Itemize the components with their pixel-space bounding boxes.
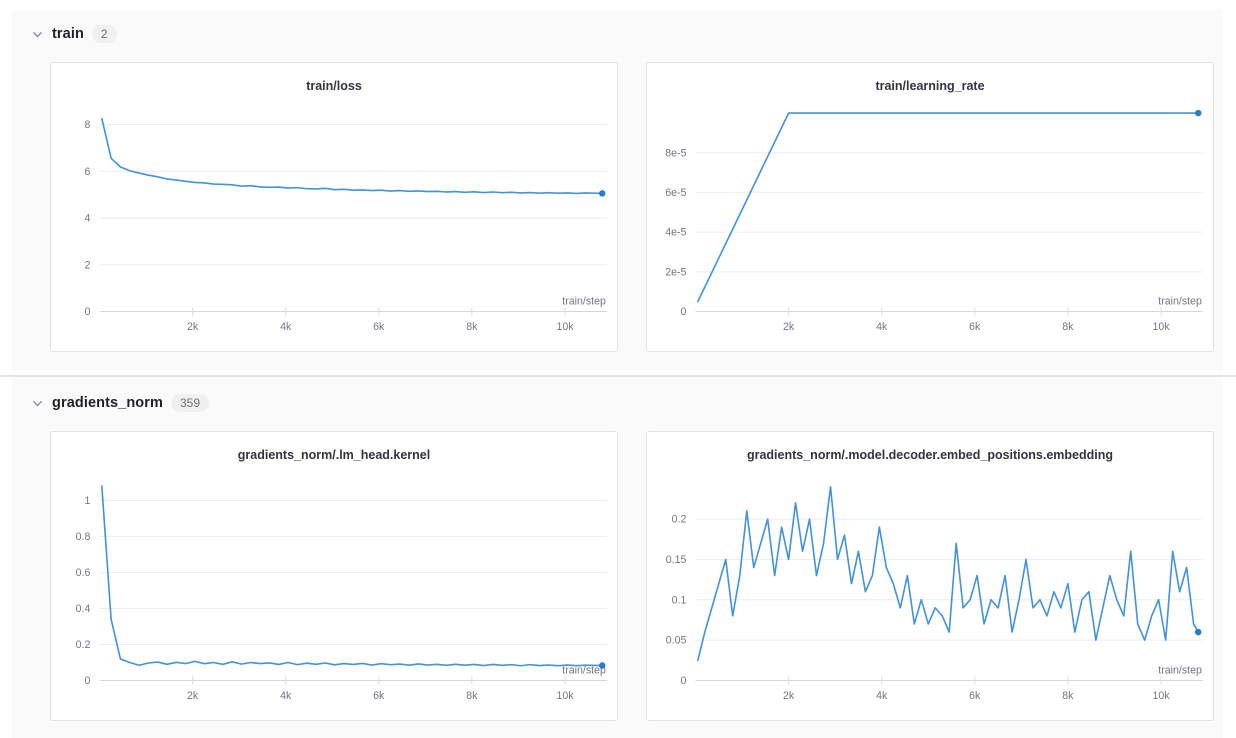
svg-text:train/step: train/step [1158,664,1202,676]
line-chart-train-loss[interactable]: 0 2 4 6 8 2k 4k 6k 8k 10k train/step [51,102,617,342]
svg-text:0.05: 0.05 [666,635,687,647]
svg-text:6: 6 [85,166,91,178]
chevron-down-icon[interactable] [30,396,44,410]
svg-text:8k: 8k [466,321,478,333]
svg-text:0.8: 0.8 [76,531,91,543]
svg-text:8k: 8k [1062,690,1074,702]
chart-card-row: gradients_norm/.lm_head.kernel 0 0.2 0.4 0.… [50,431,1214,721]
svg-text:2k: 2k [187,321,199,333]
svg-text:2e-5: 2e-5 [665,266,686,278]
svg-text:0.2: 0.2 [76,639,91,651]
svg-text:6k: 6k [969,321,981,333]
svg-text:2k: 2k [783,321,795,333]
svg-text:8k: 8k [1062,321,1074,333]
chart-card-train-loss[interactable]: train/loss 0 2 4 6 8 2k 4k 6k 8k 10k train/step [50,62,618,352]
svg-text:0.2: 0.2 [672,514,687,526]
svg-text:10k: 10k [557,690,575,702]
line-chart-embed-positions-embedding[interactable]: 0 0.05 0.1 0.15 0.2 2k 4k 6k 8k 10k train/step [647,471,1213,711]
line-chart-train-learning-rate[interactable]: 0 2e-5 4e-5 6e-5 8e-5 2k 4k 6k 8k 10k train/step [647,102,1213,342]
chart-title: train/loss [306,79,362,93]
svg-text:4k: 4k [876,690,888,702]
svg-text:8e-5: 8e-5 [665,147,686,159]
svg-text:0: 0 [681,306,687,318]
svg-text:0.1: 0.1 [672,594,687,606]
section-divider [0,375,1236,377]
svg-text:0.15: 0.15 [666,554,687,566]
chart-title: gradients_norm/.lm_head.kernel [237,448,431,462]
svg-text:2: 2 [85,259,91,271]
chevron-down-icon[interactable] [30,27,44,41]
svg-text:4k: 4k [876,321,888,333]
svg-text:2k: 2k [783,690,795,702]
svg-text:1: 1 [85,495,91,507]
svg-text:6k: 6k [373,321,385,333]
chart-title: train/learning_rate [875,79,985,93]
svg-text:train/step: train/step [562,295,606,307]
svg-text:0: 0 [85,306,91,318]
chart-card-row: train/loss 0 2 4 6 8 2k 4k 6k 8k 10k train/step tr… [50,62,1214,352]
svg-text:4: 4 [85,212,91,224]
svg-text:4k: 4k [280,321,292,333]
section-train: train 2 train/loss 0 2 4 6 8 2k 4k 6k 8k 10k train… [12,10,1223,372]
line-chart-lm-head-kernel[interactable]: 0 0.2 0.4 0.6 0.8 1 2k 4k 6k 8k 10k train/step [51,471,617,711]
section-gradients-norm: gradients_norm 359 gradients_norm/.lm_he… [12,379,1223,738]
svg-text:8: 8 [85,119,91,131]
chart-card-lm-head-kernel[interactable]: gradients_norm/.lm_head.kernel 0 0.2 0.4 0.… [50,431,618,721]
svg-text:0.4: 0.4 [76,603,91,615]
svg-text:train/step: train/step [562,664,606,676]
svg-text:6k: 6k [969,690,981,702]
section-train-header[interactable]: train 2 [22,22,1214,46]
svg-text:8k: 8k [466,690,478,702]
svg-text:4e-5: 4e-5 [665,227,686,239]
svg-text:10k: 10k [1153,690,1171,702]
section-title: train [52,26,84,42]
svg-text:2k: 2k [187,690,199,702]
svg-text:6k: 6k [373,690,385,702]
svg-text:4k: 4k [280,690,292,702]
chart-card-train-learning-rate[interactable]: train/learning_rate 0 2e-5 4e-5 6e-5 8e-5 2k 4… [646,62,1214,352]
svg-text:6e-5: 6e-5 [665,187,686,199]
svg-text:10k: 10k [557,321,575,333]
section-count-badge: 359 [170,394,210,412]
svg-text:0.6: 0.6 [76,567,91,579]
svg-text:10k: 10k [1153,321,1171,333]
section-gradients-norm-header[interactable]: gradients_norm 359 [22,391,1214,415]
svg-text:train/step: train/step [1158,295,1202,307]
chart-title: gradients_norm/.model.decoder.embed_posi… [746,448,1114,462]
section-count-badge: 2 [91,25,117,43]
svg-text:0: 0 [681,675,687,687]
chart-card-embed-positions-embedding[interactable]: gradients_norm/.model.decoder.embed_posi… [646,431,1214,721]
section-title: gradients_norm [52,395,163,411]
svg-text:0: 0 [85,675,91,687]
